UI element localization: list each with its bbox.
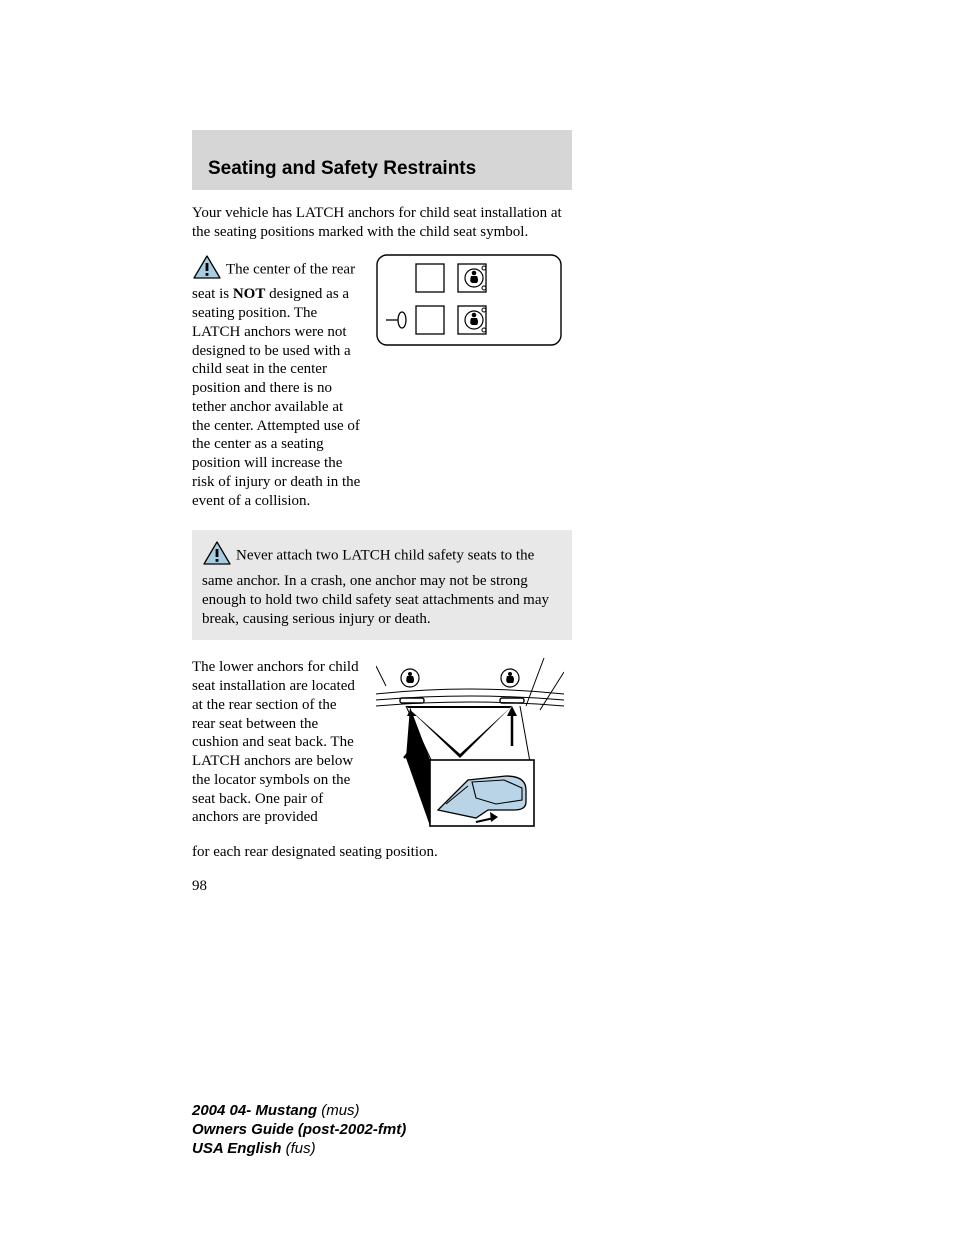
footer-lang-code: (fus) [286,1140,316,1157]
anchor-location-diagram [376,658,564,841]
footer-model: 2004 04- Mustang [192,1102,321,1119]
warning-2-box: Never attach two LATCH child safety seat… [192,530,572,640]
document-footer: 2004 04- Mustang (mus) Owners Guide (pos… [192,1102,406,1158]
section-header: Seating and Safety Restraints [192,130,572,190]
warning-triangle-icon [202,540,232,572]
warning-triangle-icon [192,254,222,286]
warning-1-not: NOT [233,286,266,302]
warning-2-text: Never attach two LATCH child safety seat… [202,548,549,627]
footer-guide: Owners Guide (post-2002-fmt) [192,1121,406,1138]
footer-lang: USA English [192,1140,286,1157]
warning-1-rest: designed as a seating position. The LATC… [192,286,360,508]
footer-model-code: (mus) [321,1102,359,1119]
lower-anchors-continuation: for each rear designated seating positio… [192,843,572,862]
seating-position-diagram [376,254,562,511]
section-title: Seating and Safety Restraints [208,158,556,180]
warning-1-text: The center of the rear seat is NOT desig… [192,254,362,511]
intro-paragraph: Your vehicle has LATCH anchors for child… [192,204,572,242]
lower-anchors-text: The lower anchors for child seat install… [192,658,362,841]
page-number: 98 [192,878,572,895]
